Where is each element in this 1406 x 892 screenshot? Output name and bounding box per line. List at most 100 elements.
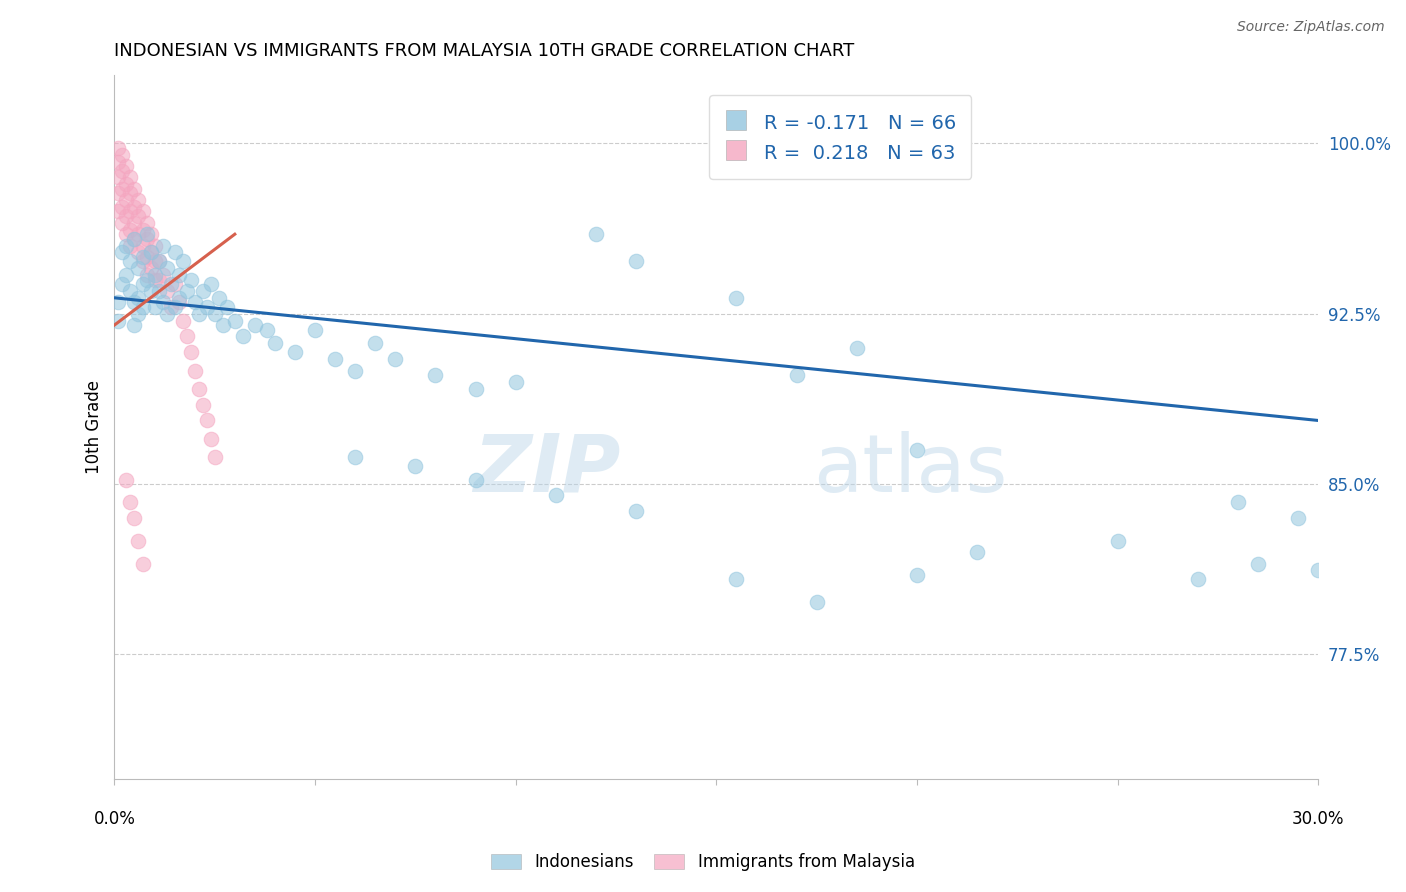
- Point: [464, 473, 486, 487]
- Point: [172, 254, 194, 268]
- Text: 30.0%: 30.0%: [1292, 810, 1344, 828]
- Point: [124, 295, 146, 310]
- Point: [131, 300, 153, 314]
- Text: 0.0%: 0.0%: [93, 810, 135, 828]
- Point: [148, 284, 170, 298]
- Point: [176, 284, 198, 298]
- Point: [211, 318, 233, 332]
- Point: [966, 545, 988, 559]
- Point: [124, 511, 146, 525]
- Point: [124, 182, 146, 196]
- Point: [115, 178, 138, 192]
- Point: [725, 291, 748, 305]
- Point: [187, 382, 209, 396]
- Point: [905, 568, 928, 582]
- Point: [111, 245, 134, 260]
- Point: [155, 261, 177, 276]
- Point: [505, 375, 527, 389]
- Point: [135, 216, 157, 230]
- Point: [120, 186, 142, 201]
- Point: [1187, 573, 1209, 587]
- Point: [127, 193, 149, 207]
- Point: [115, 159, 138, 173]
- Point: [111, 200, 134, 214]
- Point: [127, 533, 149, 548]
- Point: [1227, 495, 1250, 509]
- Y-axis label: 10th Grade: 10th Grade: [86, 380, 103, 475]
- Point: [191, 284, 214, 298]
- Point: [200, 277, 222, 292]
- Point: [135, 227, 157, 242]
- Point: [148, 273, 170, 287]
- Point: [120, 238, 142, 252]
- Point: [256, 323, 278, 337]
- Point: [131, 277, 153, 292]
- Point: [204, 307, 226, 321]
- Point: [200, 432, 222, 446]
- Point: [1247, 557, 1270, 571]
- Point: [195, 413, 218, 427]
- Point: [1286, 511, 1309, 525]
- Point: [107, 141, 129, 155]
- Point: [544, 488, 567, 502]
- Point: [127, 227, 149, 242]
- Point: [127, 245, 149, 260]
- Point: [124, 200, 146, 214]
- Point: [115, 473, 138, 487]
- Point: [155, 307, 177, 321]
- Point: [304, 323, 326, 337]
- Point: [204, 450, 226, 464]
- Point: [135, 273, 157, 287]
- Point: [786, 368, 808, 382]
- Point: [152, 268, 174, 282]
- Point: [159, 300, 181, 314]
- Point: [143, 268, 166, 282]
- Point: [107, 204, 129, 219]
- Text: atlas: atlas: [813, 431, 1007, 508]
- Point: [131, 222, 153, 236]
- Point: [180, 345, 202, 359]
- Point: [1107, 533, 1129, 548]
- Point: [135, 250, 157, 264]
- Point: [107, 170, 129, 185]
- Point: [195, 300, 218, 314]
- Point: [624, 254, 647, 268]
- Point: [143, 273, 166, 287]
- Point: [135, 268, 157, 282]
- Point: [115, 238, 138, 252]
- Point: [152, 238, 174, 252]
- Point: [127, 209, 149, 223]
- Point: [115, 268, 138, 282]
- Point: [264, 336, 287, 351]
- Point: [215, 300, 238, 314]
- Point: [183, 295, 205, 310]
- Point: [131, 250, 153, 264]
- Point: [111, 216, 134, 230]
- Point: [806, 595, 828, 609]
- Point: [232, 329, 254, 343]
- Point: [120, 495, 142, 509]
- Point: [167, 268, 190, 282]
- Point: [155, 284, 177, 298]
- Text: ZIP: ZIP: [472, 431, 620, 508]
- Point: [148, 254, 170, 268]
- Point: [159, 277, 181, 292]
- Point: [243, 318, 266, 332]
- Point: [143, 300, 166, 314]
- Point: [131, 238, 153, 252]
- Point: [120, 254, 142, 268]
- Point: [124, 216, 146, 230]
- Point: [163, 300, 186, 314]
- Point: [464, 382, 486, 396]
- Point: [124, 232, 146, 246]
- Point: [111, 163, 134, 178]
- Point: [139, 245, 162, 260]
- Point: [163, 245, 186, 260]
- Point: [120, 284, 142, 298]
- Point: [107, 313, 129, 327]
- Point: [167, 295, 190, 310]
- Point: [905, 442, 928, 457]
- Legend: R = -0.171   N = 66, R =  0.218   N = 63: R = -0.171 N = 66, R = 0.218 N = 63: [709, 95, 972, 179]
- Point: [148, 254, 170, 268]
- Point: [187, 307, 209, 321]
